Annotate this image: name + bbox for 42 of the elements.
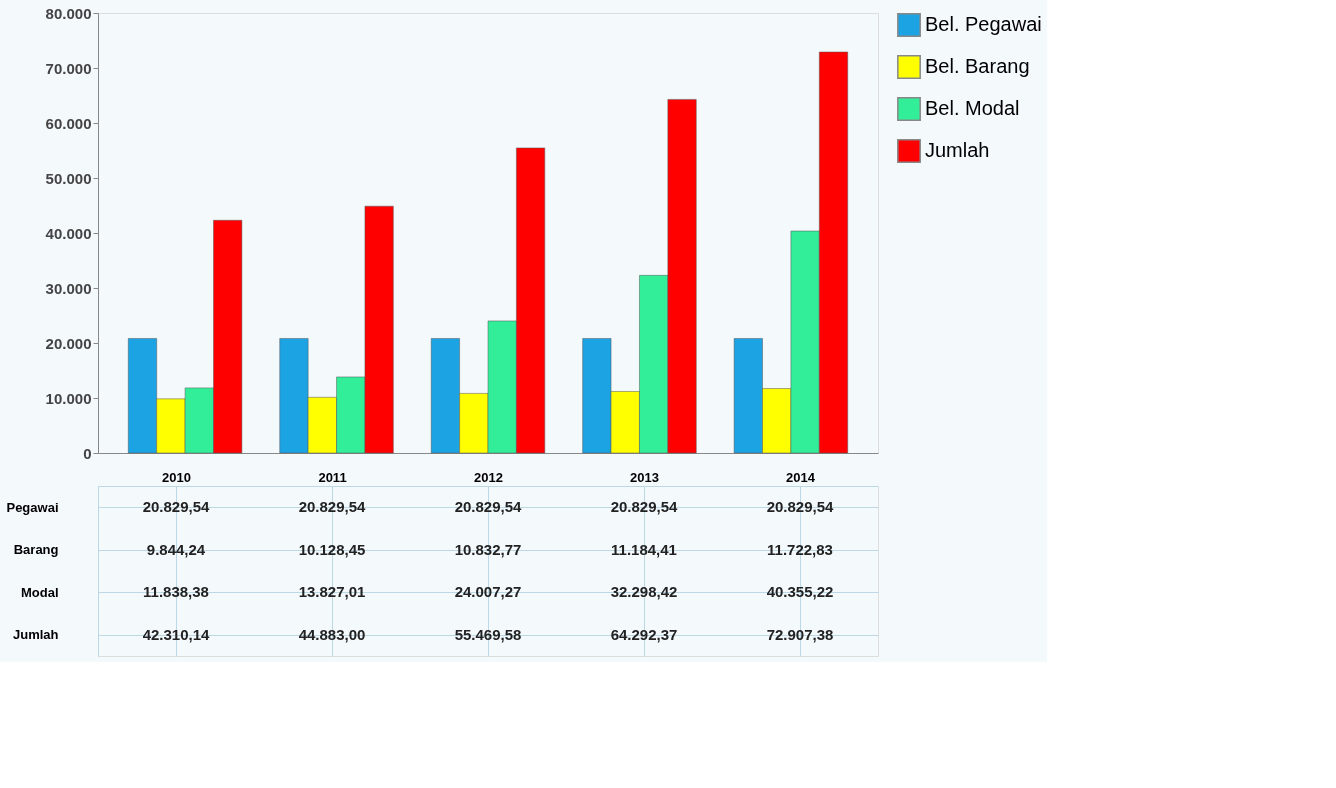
- y-tick-label: 10.000: [45, 389, 92, 407]
- text: Modal: [20, 584, 59, 600]
- data-label: 10.128,45: [298, 540, 366, 558]
- legend-label: Jumlah: [925, 139, 990, 161]
- x-tick-label: 2014: [786, 469, 816, 485]
- data-label: 44.883,00: [298, 625, 366, 643]
- text: Jumlah: [12, 627, 59, 643]
- data-label: 9.844,24: [146, 540, 206, 558]
- data-label: 20.829,54: [610, 498, 679, 516]
- y-tick-label: 30.000: [45, 279, 92, 297]
- y-tick-label: 70.000: [45, 59, 92, 77]
- data-label: 24.007,27: [454, 583, 522, 601]
- data-label: 11.722,83: [767, 540, 833, 558]
- y-tick-label: 50.000: [45, 169, 92, 187]
- data-label: 64.292,37: [610, 625, 678, 643]
- y-tick-label: 40.000: [45, 224, 92, 242]
- data-label: 55.469,58: [454, 625, 522, 643]
- data-label: 20.829,54: [454, 498, 523, 516]
- text: Barang: [13, 542, 59, 558]
- text: Pegawai: [6, 499, 59, 515]
- data-label: 11.184,41: [611, 540, 677, 558]
- data-label: 20.829,54: [766, 498, 835, 516]
- legend-label: Bel. Pegawai: [925, 13, 1042, 35]
- x-tick-label: 2010: [162, 469, 191, 485]
- legend-label: Bel. Modal: [925, 97, 1020, 119]
- data-label: 11.838,38: [143, 583, 209, 601]
- x-tick-label: 2011: [318, 469, 347, 485]
- data-label: 32.298,42: [610, 583, 678, 601]
- data-label: 40.355,22: [766, 583, 834, 601]
- y-tick-label: 60.000: [45, 114, 92, 132]
- legend-label: Bel. Barang: [925, 55, 1030, 77]
- x-tick-label: 2013: [630, 469, 659, 485]
- y-tick-label: 80.000: [45, 4, 92, 22]
- data-label: 20.829,54: [142, 498, 211, 516]
- data-label: 10.832,77: [454, 540, 522, 558]
- data-label: 20.829,54: [298, 498, 367, 516]
- data-label: 13.827,01: [298, 583, 366, 601]
- data-label: 72.907,38: [766, 625, 834, 643]
- y-tick-label: 0: [83, 444, 92, 462]
- y-tick-label: 20.000: [45, 334, 92, 352]
- x-tick-label: 2012: [474, 469, 503, 485]
- data-label: 42.310,14: [142, 625, 211, 643]
